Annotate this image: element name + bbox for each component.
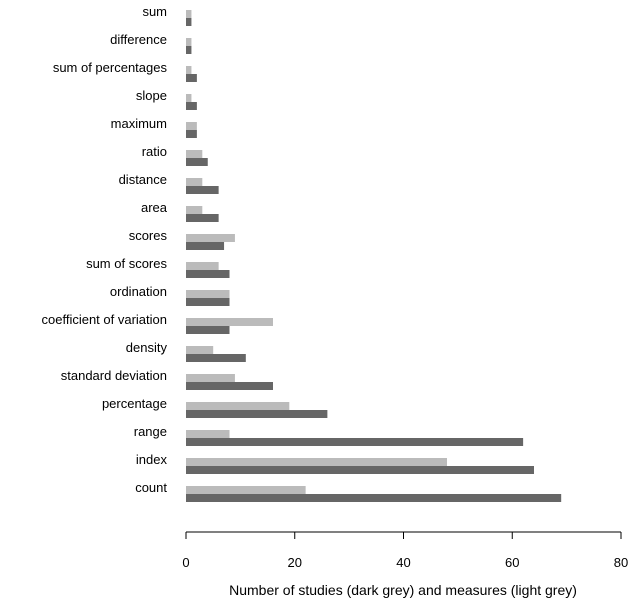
category-label: maximum — [111, 116, 167, 131]
bar-measures-16 — [186, 458, 447, 466]
bar-studies-6 — [186, 186, 219, 194]
bar-studies-1 — [186, 46, 192, 54]
bar-measures-8 — [186, 234, 235, 242]
bar-studies-2 — [186, 74, 197, 82]
bar-studies-15 — [186, 438, 524, 446]
bar-studies-12 — [186, 354, 246, 362]
bar-measures-13 — [186, 374, 235, 382]
category-label: ratio — [142, 144, 167, 159]
category-label: index — [136, 452, 168, 467]
bar-studies-4 — [186, 130, 197, 138]
category-label: scores — [129, 228, 168, 243]
bar-measures-4 — [186, 122, 197, 130]
category-label: distance — [119, 172, 167, 187]
x-axis-ticks: 0 20 40 60 80 — [182, 532, 628, 570]
bar-studies-11 — [186, 326, 230, 334]
bar-studies-3 — [186, 102, 197, 110]
bar-studies-8 — [186, 242, 225, 250]
bar-measures-6 — [186, 178, 203, 186]
bar-studies-14 — [186, 410, 328, 418]
x-tick-label: 80 — [614, 555, 628, 570]
bar-measures-3 — [186, 94, 192, 102]
x-axis-title: Number of studies (dark grey) and measur… — [229, 582, 577, 598]
bar-measures-17 — [186, 486, 306, 494]
bar-measures-15 — [186, 430, 230, 438]
bar-measures-9 — [186, 262, 219, 270]
bar-studies-13 — [186, 382, 273, 390]
bar-measures-2 — [186, 66, 192, 74]
x-tick-label: 0 — [182, 555, 189, 570]
bar-studies-16 — [186, 466, 534, 474]
category-label: range — [134, 424, 167, 439]
category-label: sum of percentages — [53, 60, 168, 75]
category-label: difference — [110, 32, 167, 47]
category-label: standard deviation — [61, 368, 167, 383]
bar-studies-10 — [186, 298, 230, 306]
bar-measures-0 — [186, 10, 192, 18]
bars-group — [186, 10, 562, 502]
bar-measures-10 — [186, 290, 230, 298]
category-label: slope — [136, 88, 167, 103]
bar-studies-9 — [186, 270, 230, 278]
bar-measures-1 — [186, 38, 192, 46]
bar-studies-5 — [186, 158, 208, 166]
bar-measures-11 — [186, 318, 273, 326]
x-tick-label: 60 — [505, 555, 519, 570]
bar-measures-14 — [186, 402, 290, 410]
x-tick-label: 40 — [396, 555, 410, 570]
category-label: area — [141, 200, 168, 215]
bar-measures-5 — [186, 150, 203, 158]
category-labels: sum difference sum of percentages slope maxi… — [42, 4, 168, 495]
category-label: ordination — [110, 284, 167, 299]
x-tick-label: 20 — [288, 555, 302, 570]
category-label: density — [126, 340, 168, 355]
bar-studies-7 — [186, 214, 219, 222]
bar-studies-17 — [186, 494, 562, 502]
category-label: sum of scores — [86, 256, 167, 271]
bar-measures-7 — [186, 206, 203, 214]
category-label: sum — [142, 4, 167, 19]
category-label: count — [135, 480, 167, 495]
bar-studies-0 — [186, 18, 192, 26]
category-label: coefficient of variation — [42, 312, 168, 327]
bar-measures-12 — [186, 346, 214, 354]
category-label: percentage — [102, 396, 167, 411]
